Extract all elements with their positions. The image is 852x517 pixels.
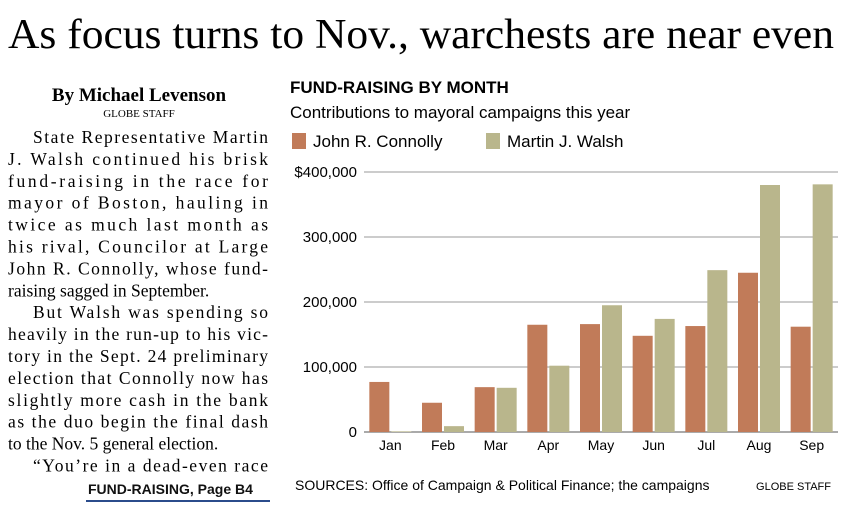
article-line: to the Nov. 5 general election. (8, 434, 218, 454)
article-line: election that Connolly now has (8, 368, 268, 388)
bar (391, 431, 412, 432)
article-line: heavily in the run-up to his vic- (8, 324, 268, 344)
bar (812, 184, 833, 432)
article-line: slightly more cash in the bank (8, 390, 268, 410)
article-line: twice as much last month as (8, 215, 268, 235)
article-line: “You’re in a dead-even race (33, 456, 268, 476)
chart-source: SOURCES: Office of Campaign & Political … (295, 477, 709, 493)
bar (707, 270, 728, 432)
legend-label: Martin J. Walsh (507, 132, 624, 151)
article-line: J. Walsh continued his brisk (8, 149, 268, 169)
x-tick-label: Jun (642, 437, 665, 453)
article-line: as the duo begin the final dash (8, 412, 268, 432)
byline-credit: GLOBE STAFF (103, 108, 175, 120)
y-tick-label: 200,000 (303, 294, 357, 311)
bar (685, 326, 706, 432)
article-line: But Walsh was spending so (33, 302, 268, 322)
article-line: John R. Connolly, whose fund- (8, 258, 268, 278)
article-line: State Representative Martin (33, 127, 268, 147)
x-tick-label: Mar (484, 437, 508, 453)
legend-label: John R. Connolly (313, 132, 443, 151)
y-tick-label: 100,000 (303, 359, 357, 376)
headline: As focus turns to Nov., warchests are ne… (8, 12, 834, 58)
bar (496, 387, 517, 432)
bar (654, 318, 675, 432)
legend-swatch (486, 133, 500, 149)
article-line: raising sagged in September. (8, 280, 209, 300)
bar (474, 387, 495, 432)
bar (602, 305, 622, 432)
legend-swatch (292, 133, 306, 149)
article-line: his rival, Councilor at Large (8, 237, 268, 257)
x-tick-label: Apr (537, 437, 559, 453)
bar (549, 365, 570, 432)
bar (632, 335, 653, 432)
chart-title: FUND-RAISING BY MONTH (290, 78, 509, 97)
bar (422, 402, 442, 432)
x-tick-label: Jan (379, 437, 402, 453)
x-tick-label: Jul (697, 437, 715, 453)
article-line: mayor of Boston, hauling in (8, 193, 268, 213)
x-tick-label: Sep (799, 437, 824, 453)
y-tick-label: $400,000 (294, 164, 357, 181)
bar (760, 185, 780, 432)
chart-subtitle: Contributions to mayoral campaigns this … (290, 103, 630, 122)
bar (369, 381, 390, 432)
bar (580, 324, 600, 432)
byline: By Michael Levenson (52, 85, 227, 106)
chart-credit: GLOBE STAFF (756, 481, 831, 493)
bar (444, 426, 464, 432)
bar (790, 326, 811, 432)
article-line: fund-raising in the race for (8, 171, 268, 191)
y-tick-label: 0 (349, 424, 357, 441)
x-tick-label: Feb (431, 437, 455, 453)
article-line: tory in the Sept. 24 preliminary (8, 346, 268, 366)
y-tick-label: 300,000 (303, 229, 357, 246)
x-tick-label: May (588, 437, 614, 453)
jump-link[interactable]: FUND-RAISING, Page B4 (88, 481, 253, 497)
bar (738, 272, 758, 432)
x-tick-label: Aug (747, 437, 772, 453)
bar (527, 324, 548, 432)
